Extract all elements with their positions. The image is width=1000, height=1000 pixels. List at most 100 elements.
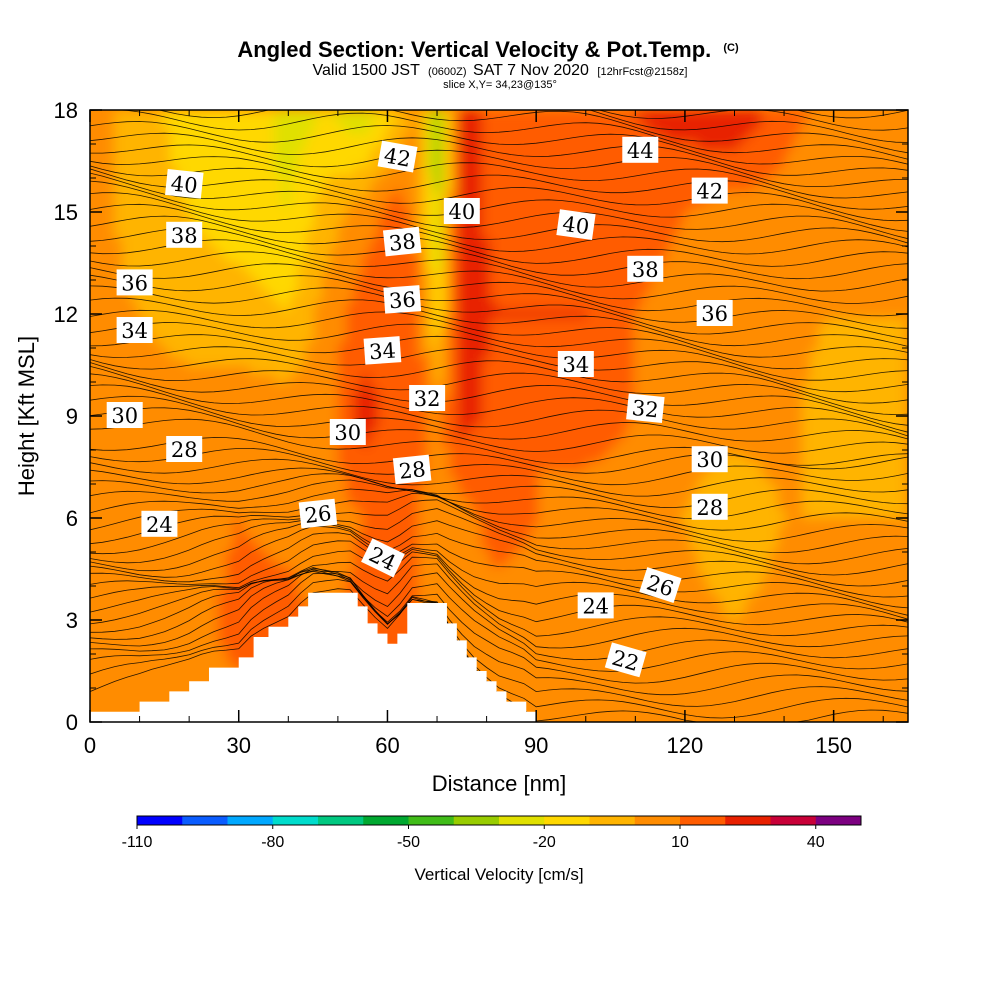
velocity-cell [226, 174, 235, 183]
velocity-cell [370, 230, 379, 239]
velocity-cell [458, 318, 467, 327]
velocity-cell [514, 270, 523, 279]
velocity-cell [346, 166, 355, 175]
velocity-cell [266, 190, 275, 199]
velocity-cell [194, 486, 203, 495]
velocity-cell [234, 358, 243, 367]
velocity-cell [850, 406, 859, 415]
velocity-cell [602, 166, 611, 175]
velocity-cell [418, 326, 427, 335]
velocity-cell [306, 254, 315, 263]
velocity-cell [90, 222, 99, 231]
velocity-cell [850, 294, 859, 303]
velocity-cell [386, 166, 395, 175]
velocity-cell [114, 190, 123, 199]
velocity-cell [474, 462, 483, 471]
velocity-cell [634, 446, 643, 455]
velocity-cell [474, 286, 483, 295]
velocity-cell [498, 334, 507, 343]
velocity-cell [802, 286, 811, 295]
velocity-cell [730, 454, 739, 463]
velocity-cell [514, 158, 523, 167]
velocity-cell [202, 470, 211, 479]
velocity-cell [770, 446, 779, 455]
velocity-cell [602, 246, 611, 255]
velocity-cell [754, 374, 763, 383]
velocity-cell [706, 470, 715, 479]
velocity-cell [674, 446, 683, 455]
velocity-cell [506, 366, 515, 375]
velocity-cell [394, 222, 403, 231]
velocity-cell [546, 358, 555, 367]
velocity-cell [474, 238, 483, 247]
velocity-cell [642, 350, 651, 359]
velocity-cell [778, 118, 787, 127]
velocity-cell [538, 470, 547, 479]
velocity-cell [554, 406, 563, 415]
velocity-cell [194, 198, 203, 207]
velocity-cell [122, 118, 131, 127]
velocity-cell [250, 358, 259, 367]
velocity-cell [746, 430, 755, 439]
velocity-cell [898, 374, 907, 383]
velocity-cell [842, 478, 851, 487]
velocity-cell [370, 406, 379, 415]
velocity-cell [346, 382, 355, 391]
velocity-cell [858, 366, 867, 375]
velocity-cell [882, 230, 891, 239]
velocity-cell [378, 438, 387, 447]
velocity-cell [674, 334, 683, 343]
velocity-cell [274, 238, 283, 247]
velocity-cell [282, 390, 291, 399]
velocity-cell [898, 438, 907, 447]
velocity-cell [498, 286, 507, 295]
velocity-cell [362, 190, 371, 199]
velocity-cell [306, 454, 315, 463]
velocity-cell [162, 206, 171, 215]
velocity-cell [530, 262, 539, 271]
velocity-cell [778, 398, 787, 407]
velocity-cell [746, 278, 755, 287]
velocity-cell [882, 142, 891, 151]
velocity-cell [586, 238, 595, 247]
velocity-cell [850, 142, 859, 151]
velocity-cell [570, 158, 579, 167]
velocity-cell [250, 134, 259, 143]
velocity-cell [722, 342, 731, 351]
velocity-cell [226, 230, 235, 239]
velocity-cell [330, 286, 339, 295]
velocity-cell [162, 462, 171, 471]
velocity-cell [202, 150, 211, 159]
velocity-cell [234, 374, 243, 383]
velocity-cell [858, 406, 867, 415]
velocity-cell [218, 166, 227, 175]
velocity-cell [450, 318, 459, 327]
velocity-cell [650, 422, 659, 431]
velocity-cell [426, 158, 435, 167]
velocity-cell [314, 166, 323, 175]
velocity-cell [322, 430, 331, 439]
velocity-cell [266, 222, 275, 231]
velocity-cell [482, 238, 491, 247]
velocity-cell [714, 390, 723, 399]
velocity-cell [642, 422, 651, 431]
velocity-cell [602, 214, 611, 223]
velocity-cell [714, 126, 723, 135]
velocity-cell [306, 398, 315, 407]
velocity-cell [106, 118, 115, 127]
velocity-cell [186, 254, 195, 263]
velocity-cell [698, 414, 707, 423]
velocity-cell [378, 246, 387, 255]
velocity-cell [466, 462, 475, 471]
velocity-cell [130, 230, 139, 239]
velocity-cell [194, 470, 203, 479]
velocity-cell [770, 238, 779, 247]
velocity-cell [834, 118, 843, 127]
velocity-cell [194, 342, 203, 351]
velocity-cell [906, 286, 908, 295]
velocity-cell [602, 446, 611, 455]
velocity-cell [658, 230, 667, 239]
velocity-cell [450, 254, 459, 263]
velocity-cell [754, 158, 763, 167]
velocity-cell [130, 358, 139, 367]
